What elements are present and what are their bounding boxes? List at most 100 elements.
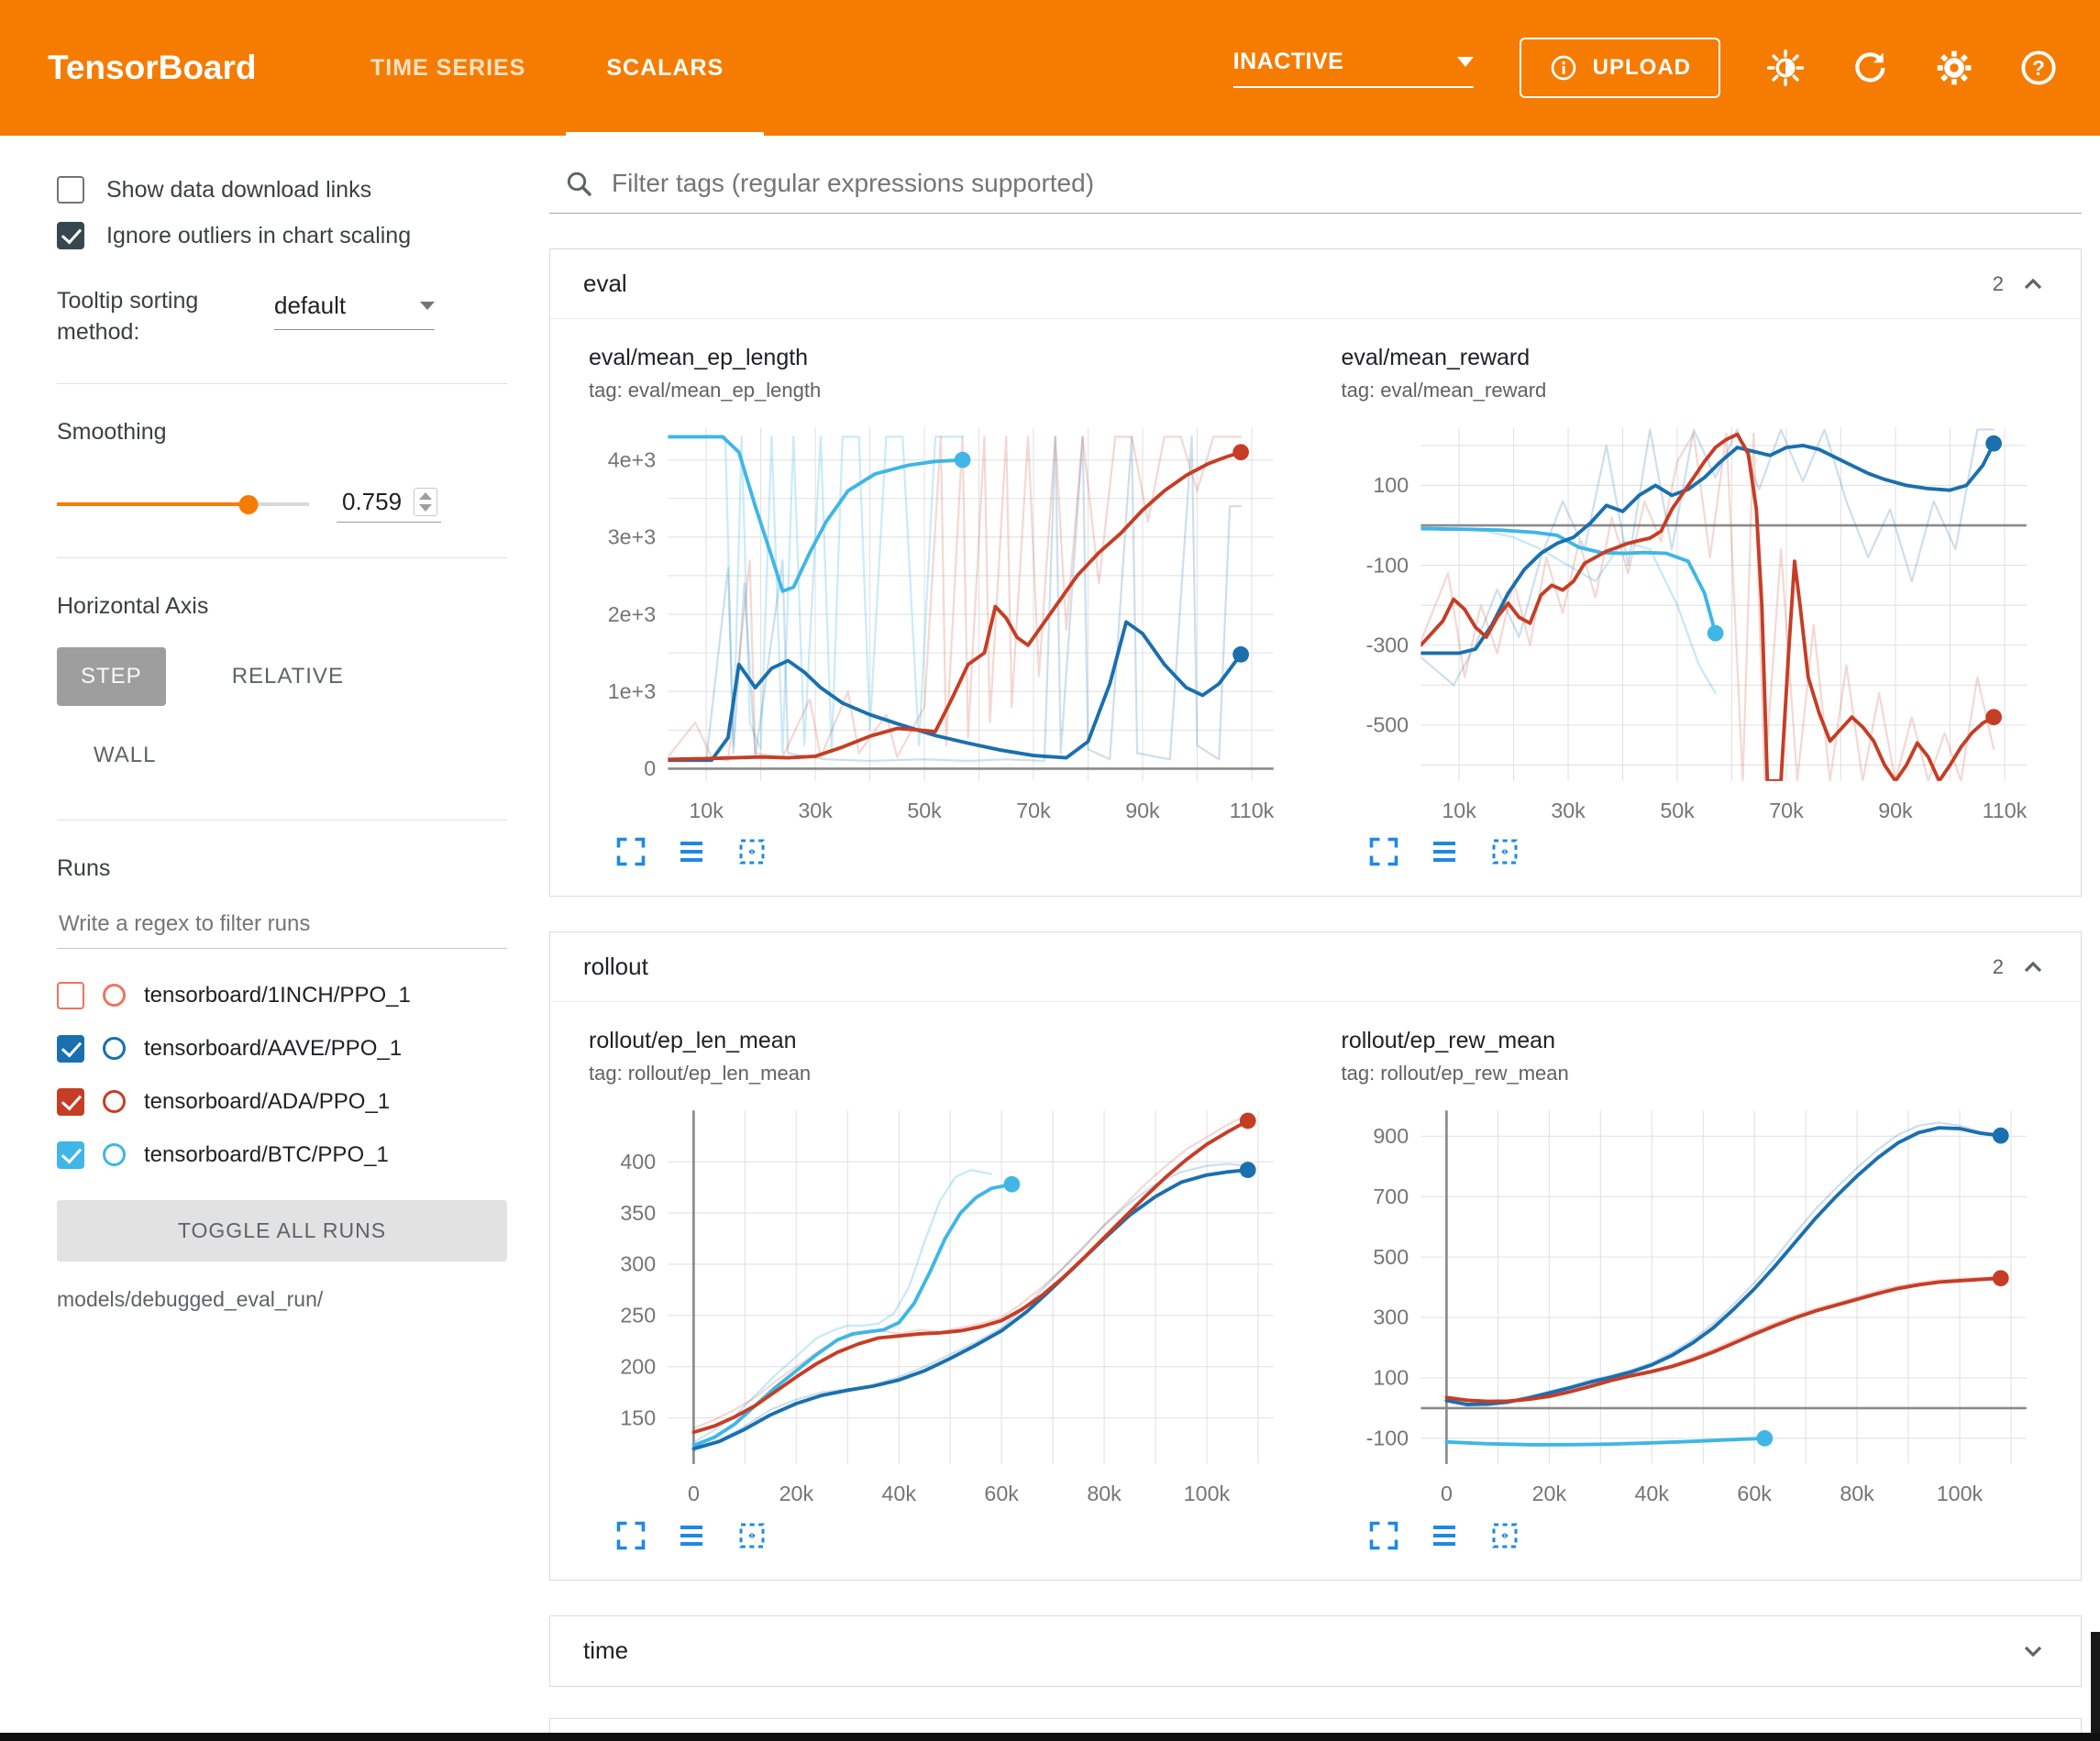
run-checkbox[interactable]	[57, 982, 84, 1009]
view-data-icon[interactable]	[1428, 1519, 1461, 1552]
show-download-links-row[interactable]: Show data download links	[57, 176, 507, 204]
tooltip-sorting-select[interactable]: default	[274, 292, 435, 330]
stepper-down-icon[interactable]	[419, 504, 432, 512]
run-label: tensorboard/BTC/PPO_1	[144, 1142, 389, 1168]
line-chart[interactable]: 10k30k50k70k90k110k100-100-300-500	[1342, 415, 2043, 832]
ignore-outliers-row[interactable]: Ignore outliers in chart scaling	[57, 222, 507, 249]
card-eval-header[interactable]: eval 2	[550, 249, 2081, 319]
smoothing-value: 0.759	[342, 488, 404, 516]
card-time-header[interactable]: time	[550, 1616, 2081, 1686]
run-checkbox[interactable]	[57, 1088, 84, 1116]
chevron-down-icon[interactable]	[2018, 1636, 2048, 1666]
svg-text:80k: 80k	[1087, 1482, 1122, 1505]
tab-scalars[interactable]: SCALARS	[566, 0, 764, 136]
show-download-links-checkbox[interactable]	[57, 176, 84, 204]
svg-text:60k: 60k	[984, 1482, 1019, 1505]
axis-step-button[interactable]: STEP	[57, 647, 166, 706]
expand-chart-icon[interactable]	[614, 835, 647, 868]
svg-text:20k: 20k	[1531, 1482, 1566, 1505]
expand-chart-icon[interactable]	[1367, 1519, 1400, 1552]
svg-text:50k: 50k	[1660, 799, 1695, 822]
smoothing-label: Smoothing	[57, 419, 507, 446]
svg-text:0: 0	[644, 756, 656, 780]
chart-title: eval/mean_reward	[1342, 345, 2043, 371]
run-checkbox[interactable]	[57, 1035, 84, 1063]
run-color-ring[interactable]	[103, 1037, 126, 1060]
runs-filter-input[interactable]	[57, 904, 507, 949]
upload-button[interactable]: UPLOAD	[1520, 38, 1720, 98]
chart-eval-mean-reward: eval/mean_reward tag: eval/mean_reward 1…	[1342, 345, 2043, 868]
card-rollout-header[interactable]: rollout 2	[550, 932, 2081, 1002]
svg-text:1e+3: 1e+3	[608, 679, 656, 703]
settings-gear-icon[interactable]	[1935, 49, 1973, 87]
svg-text:500: 500	[1373, 1245, 1409, 1269]
fit-domain-icon[interactable]	[1488, 1519, 1521, 1552]
chart-toolbar	[1342, 835, 2043, 868]
card-count: 2	[1993, 272, 2004, 296]
run-row-1inch[interactable]: tensorboard/1INCH/PPO_1	[57, 969, 507, 1022]
search-icon	[564, 169, 593, 198]
svg-text:20k: 20k	[779, 1482, 814, 1505]
svg-text:-500: -500	[1365, 713, 1409, 737]
axis-wall-button[interactable]: WALL	[70, 726, 180, 785]
refresh-icon[interactable]	[1851, 49, 1889, 87]
fit-domain-icon[interactable]	[735, 1519, 768, 1552]
svg-text:30k: 30k	[798, 799, 833, 822]
scalars-dashboard: eval 2 eval/mean_ep_length tag: eval/mea…	[546, 136, 2100, 1741]
svg-text:200: 200	[620, 1355, 656, 1379]
axis-relative-button[interactable]: RELATIVE	[208, 647, 368, 706]
view-data-icon[interactable]	[1428, 835, 1461, 868]
line-chart[interactable]: 10k30k50k70k90k110k01e+32e+33e+34e+3	[589, 415, 1290, 832]
stepper-up-icon[interactable]	[419, 492, 432, 500]
svg-text:0: 0	[1440, 1482, 1452, 1505]
svg-text:40k: 40k	[882, 1482, 917, 1505]
view-data-icon[interactable]	[675, 835, 708, 868]
smoothing-slider[interactable]	[57, 495, 309, 513]
brightness-icon[interactable]	[1766, 49, 1805, 87]
svg-text:300: 300	[620, 1252, 656, 1276]
svg-text:80k: 80k	[1840, 1482, 1874, 1505]
smoothing-stepper[interactable]	[414, 488, 437, 516]
app-header: TensorBoard TIME SERIES SCALARS INACTIVE…	[0, 0, 2100, 136]
card-time: time	[549, 1615, 2082, 1687]
slider-fill	[57, 502, 249, 506]
run-color-ring[interactable]	[103, 984, 126, 1007]
run-row-btc[interactable]: tensorboard/BTC/PPO_1	[57, 1129, 507, 1182]
chevron-up-icon[interactable]	[2018, 953, 2048, 982]
fit-domain-icon[interactable]	[1488, 835, 1521, 868]
svg-text:30k: 30k	[1551, 799, 1586, 822]
expand-chart-icon[interactable]	[614, 1519, 647, 1552]
expand-chart-icon[interactable]	[1367, 835, 1400, 868]
svg-text:150: 150	[620, 1406, 656, 1430]
svg-text:-100: -100	[1365, 1427, 1409, 1450]
svg-text:100: 100	[1373, 1366, 1409, 1390]
run-checkbox[interactable]	[57, 1141, 84, 1169]
svg-text:350: 350	[620, 1201, 656, 1225]
svg-text:100k: 100k	[1184, 1482, 1231, 1505]
chevron-up-icon[interactable]	[2018, 270, 2048, 299]
info-icon	[1549, 53, 1578, 83]
horizontal-scrollbar[interactable]	[0, 1733, 2100, 1741]
run-row-ada[interactable]: tensorboard/ADA/PPO_1	[57, 1075, 507, 1129]
smoothing-value-box[interactable]: 0.759	[337, 486, 441, 523]
view-data-icon[interactable]	[675, 1519, 708, 1552]
slider-thumb[interactable]	[238, 495, 258, 514]
fit-domain-icon[interactable]	[735, 835, 768, 868]
vertical-scrollbar-thumb[interactable]	[2091, 1632, 2100, 1733]
ignore-outliers-checkbox[interactable]	[57, 222, 84, 249]
tag-filter-input[interactable]	[612, 169, 2072, 198]
run-row-aave[interactable]: tensorboard/AAVE/PPO_1	[57, 1022, 507, 1075]
status-dropdown[interactable]: INACTIVE	[1233, 49, 1474, 88]
card-title: time	[583, 1636, 628, 1665]
chart-tag: tag: eval/mean_ep_length	[589, 379, 1290, 402]
svg-text:110k: 110k	[1982, 799, 2027, 822]
toggle-all-runs-button[interactable]: TOGGLE ALL RUNS	[57, 1200, 507, 1262]
line-chart[interactable]: 020k40k60k80k100k150200250300350400	[589, 1098, 1290, 1515]
svg-text:900: 900	[1373, 1124, 1409, 1148]
line-chart[interactable]: 020k40k60k80k100k-100100300500700900	[1342, 1098, 2043, 1515]
chart-toolbar	[1342, 1519, 2043, 1552]
tab-time-series[interactable]: TIME SERIES	[330, 0, 566, 136]
run-color-ring[interactable]	[103, 1090, 126, 1113]
help-icon[interactable]: ?	[2019, 49, 2058, 87]
run-color-ring[interactable]	[103, 1143, 126, 1166]
